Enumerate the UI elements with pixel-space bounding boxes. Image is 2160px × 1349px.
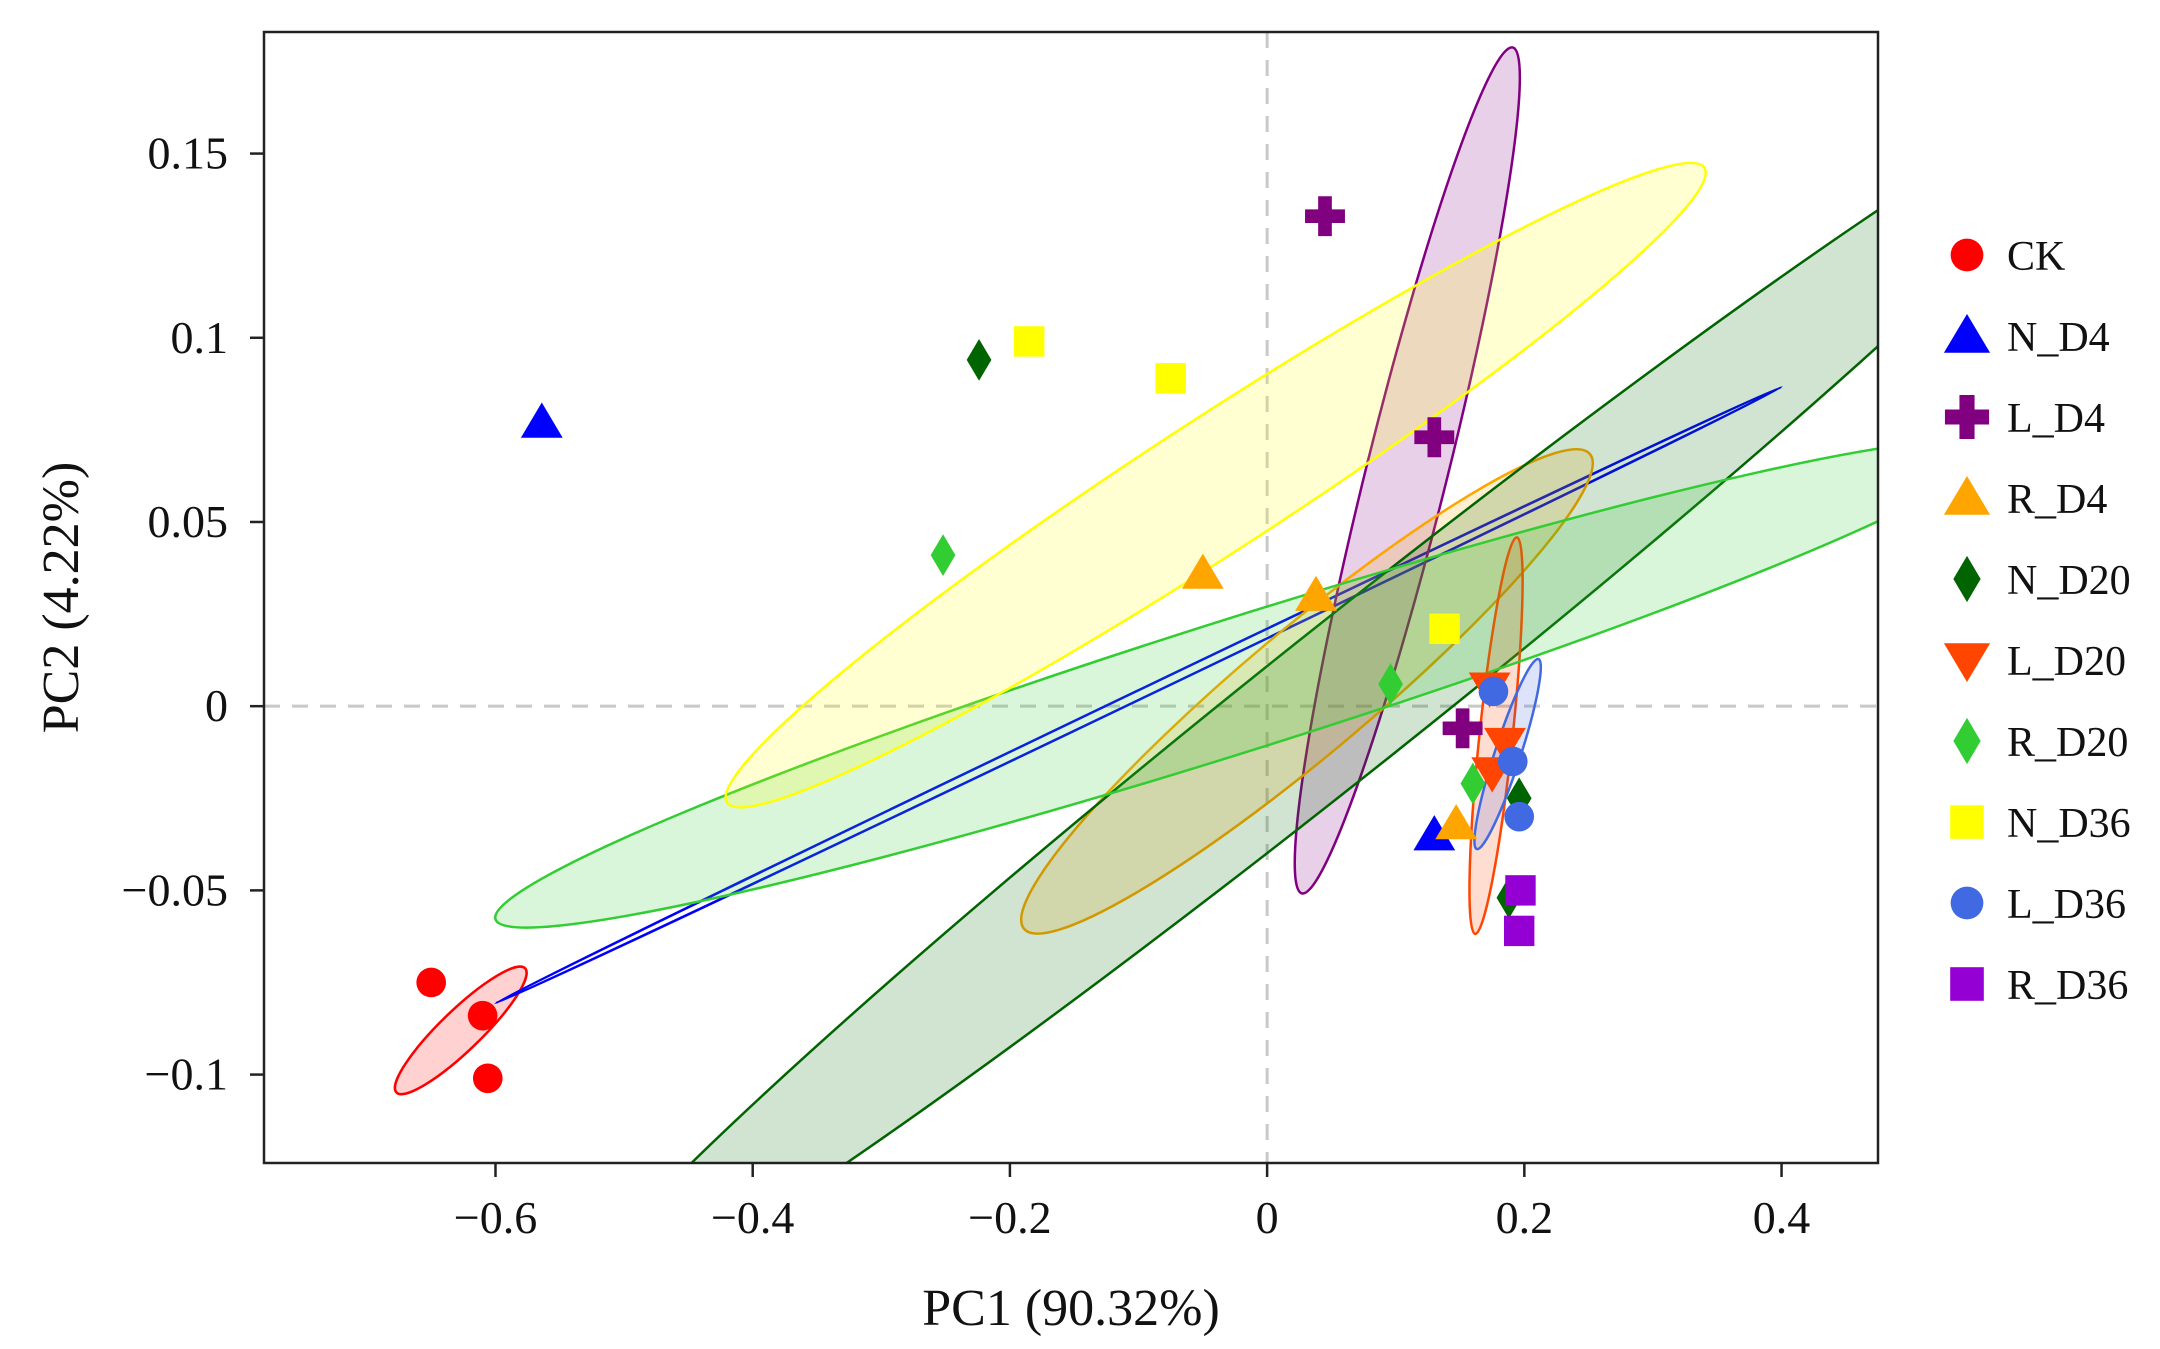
ellipse-r-d4: [1019, 447, 1595, 935]
y-tick-label: 0.1: [171, 312, 229, 363]
point-l-d4: [1414, 417, 1455, 458]
point-r-d36: [1505, 875, 1536, 906]
legend-marker-l-d20: [1943, 643, 1991, 683]
point-l-d36: [1504, 801, 1535, 832]
legend-label-n-d4: N_D4: [2007, 315, 2110, 361]
legend-label-n-d36: N_D36: [2007, 801, 2131, 847]
ellipse-n-d36: [724, 161, 1707, 809]
point-r-d4: [1295, 575, 1337, 611]
x-tick-label: 0: [1256, 1192, 1279, 1243]
plot-frame: [262, 30, 1880, 1165]
y-tick-label: −0.1: [145, 1049, 228, 1100]
point-r-d20: [1460, 762, 1486, 805]
x-tick-label: −0.4: [711, 1192, 794, 1243]
legend-label-l-d36: L_D36: [2007, 882, 2126, 928]
y-tick-label: 0.15: [148, 128, 229, 179]
y-tick-label: −0.05: [122, 864, 228, 915]
y-tick-label: 0: [205, 680, 228, 731]
point-l-d20: [1484, 727, 1526, 763]
ellipse-n-d4: [494, 385, 1783, 1005]
point-l-d4: [1442, 708, 1483, 749]
legend: CK N_D4 L_D4 R_D4 N_D20 L_D20 R_D20 N_D36 L_D36 R…: [1943, 234, 2131, 1009]
data-points: [416, 196, 1536, 1094]
legend-marker-l-d36: [1950, 886, 1984, 920]
point-n-d4: [520, 402, 563, 438]
point-n-d4: [1413, 815, 1456, 851]
y-tick-label: 0.05: [148, 496, 229, 547]
legend-label-l-d4: L_D4: [2007, 396, 2105, 442]
legend-marker-n-d4: [1943, 313, 1991, 353]
legend-label-n-d20: N_D20: [2007, 558, 2131, 604]
point-r-d20: [1378, 663, 1403, 705]
point-l-d36: [1478, 676, 1509, 707]
point-r-d20: [930, 534, 956, 577]
point-n-d36: [1014, 326, 1045, 357]
point-r-d4: [1181, 553, 1224, 589]
legend-label-r-d4: R_D4: [2007, 477, 2107, 523]
x-tick-label: 0.2: [1496, 1192, 1554, 1243]
point-l-d4: [1305, 196, 1345, 237]
legend-marker-r-d4: [1943, 475, 1991, 515]
point-r-d4: [1435, 804, 1478, 840]
x-tick-label: 0.4: [1753, 1192, 1811, 1243]
x-tick-label: −0.2: [968, 1192, 1051, 1243]
legend-marker-r-d36: [1950, 967, 1984, 1001]
point-n-d20: [966, 338, 992, 381]
x-axis-title: PC1 (90.32%): [922, 1280, 1220, 1337]
legend-label-l-d20: L_D20: [2007, 639, 2126, 685]
x-tick-label: −0.6: [454, 1192, 537, 1243]
point-ck: [472, 1063, 503, 1094]
reference-lines: [264, 32, 1878, 1163]
legend-label-r-d20: R_D20: [2007, 720, 2128, 766]
point-n-d20: [1506, 777, 1532, 820]
point-ck: [416, 967, 447, 998]
legend-marker-ck: [1950, 238, 1984, 272]
ellipse-r-d20: [493, 439, 1878, 929]
legend-marker-r-d20: [1953, 717, 1981, 765]
point-l-d36: [1497, 746, 1528, 777]
y-axis: −0.1 −0.05 0 0.05 0.1 0.15: [122, 128, 264, 1100]
point-n-d36: [1155, 363, 1186, 394]
legend-marker-n-d20: [1953, 555, 1981, 603]
point-n-d36: [1429, 613, 1460, 645]
ellipse-n-d20: [570, 81, 1878, 1163]
point-r-d36: [1503, 915, 1535, 947]
y-axis-title: PC2 (4.22%): [33, 462, 90, 734]
ellipse-ck: [393, 965, 528, 1096]
x-axis: −0.6 −0.4 −0.2 0 0.2 0.4: [454, 1163, 1811, 1243]
legend-marker-n-d36: [1950, 805, 1984, 839]
point-ck: [467, 1000, 498, 1031]
legend-marker-l-d4: [1944, 394, 1990, 440]
legend-label-r-d36: R_D36: [2007, 963, 2128, 1009]
legend-label-ck: CK: [2007, 234, 2065, 280]
